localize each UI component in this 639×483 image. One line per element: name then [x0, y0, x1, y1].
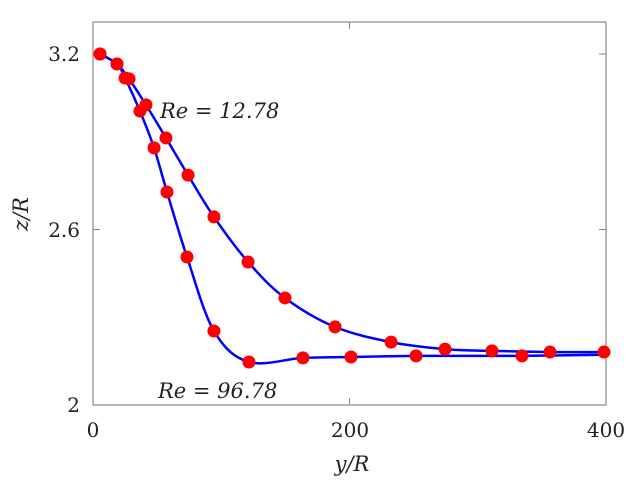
- y-tick-label-0: 2: [67, 393, 80, 417]
- data-point-s1-7: [207, 324, 221, 338]
- data-point-s0-10: [384, 335, 398, 349]
- x-tick-label-1: 200: [331, 418, 369, 442]
- data-point-s0-11: [438, 342, 452, 356]
- data-point-s0-8: [278, 291, 292, 305]
- data-point-s1-9: [296, 351, 310, 365]
- data-point-s0-6: [207, 210, 221, 224]
- data-point-s1-12: [515, 349, 529, 363]
- annotation-re-96-78: Re = 96.78: [157, 379, 277, 403]
- data-point-s1-4: [147, 141, 161, 155]
- y-axis-label: z/R: [9, 197, 33, 232]
- data-point-s1-10: [344, 350, 358, 364]
- data-point-s1-5: [160, 185, 174, 199]
- x-axis-label: y/R: [334, 452, 370, 476]
- data-point-s1-8: [242, 355, 256, 369]
- data-point-s1-3: [133, 104, 147, 118]
- data-point-s1-11: [409, 349, 423, 363]
- data-point-s0-13: [543, 345, 557, 359]
- y-tick-label-2: 3.2: [48, 42, 80, 66]
- data-point-s0-5: [181, 168, 195, 182]
- data-point-s0-12: [485, 344, 499, 358]
- data-point-s1-6: [180, 250, 194, 264]
- annotation-re-12-78: Re = 12.78: [159, 99, 279, 123]
- y-tick-label-1: 2.6: [48, 218, 80, 242]
- plot-frame: [92, 21, 607, 406]
- data-point-s1-2: [118, 71, 132, 85]
- data-point-s0-9: [328, 320, 342, 334]
- data-point-s0-4: [159, 131, 173, 145]
- data-point-s0-14: [597, 345, 611, 359]
- data-point-s0-7: [241, 255, 255, 269]
- data-point-s1-1: [110, 57, 124, 71]
- x-tick-label-0: 0: [87, 418, 100, 442]
- data-point-s1-0: [93, 47, 107, 61]
- x-tick-label-2: 400: [587, 418, 625, 442]
